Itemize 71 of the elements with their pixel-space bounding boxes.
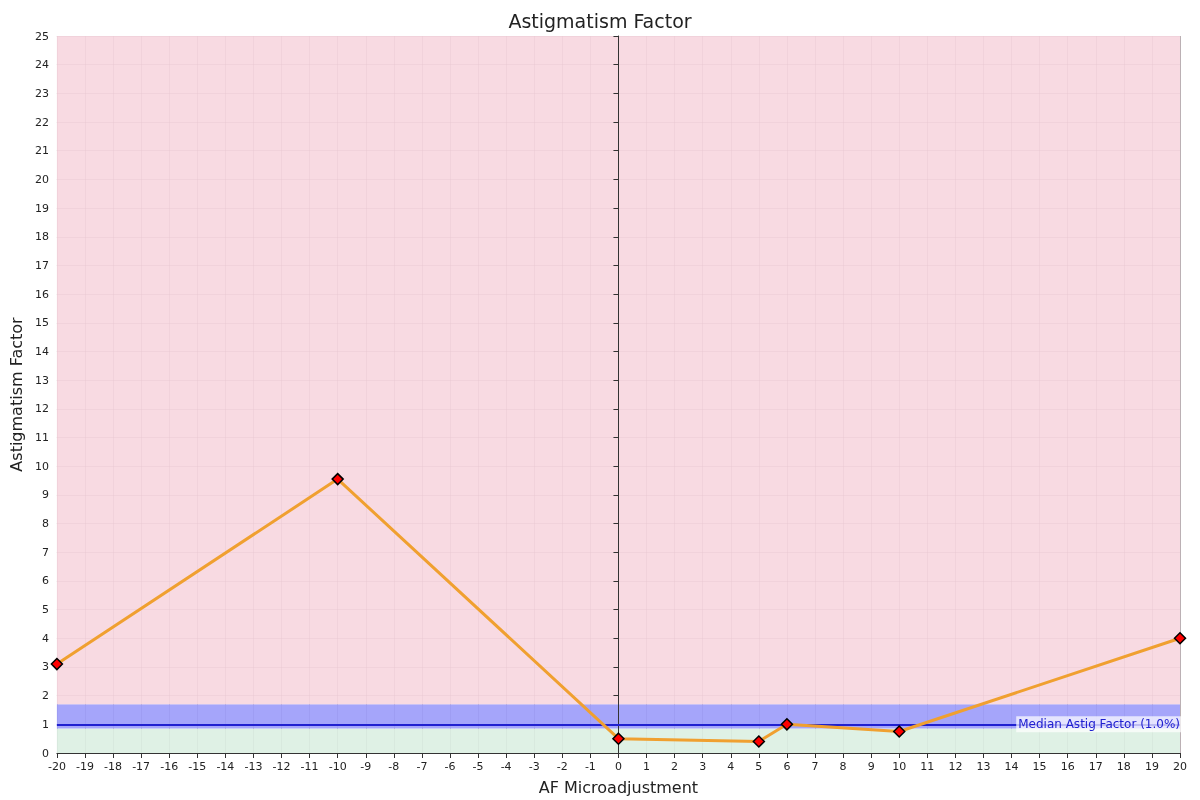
x-tick-label: -7 bbox=[416, 760, 428, 773]
x-tick-label: -13 bbox=[244, 760, 263, 773]
x-tick-label: -17 bbox=[132, 760, 151, 773]
x-tick-label: -8 bbox=[388, 760, 400, 773]
x-tick-label: 10 bbox=[892, 760, 907, 773]
chart-title: Astigmatism Factor bbox=[508, 9, 692, 32]
x-tick-label: 16 bbox=[1060, 760, 1075, 773]
y-tick-label: 0 bbox=[41, 746, 49, 760]
x-axis-title: AF Microadjustment bbox=[538, 777, 699, 797]
y-tick-label: 5 bbox=[41, 603, 49, 617]
y-tick-label: 20 bbox=[34, 172, 49, 186]
x-tick-label: -3 bbox=[528, 760, 540, 773]
x-tick-label: -18 bbox=[104, 760, 123, 773]
x-tick-label: 15 bbox=[1032, 760, 1047, 773]
ref-line-label: Median Astig Factor (1.0%) bbox=[1018, 717, 1180, 732]
y-tick-label: 19 bbox=[34, 201, 49, 215]
x-tick-label: -5 bbox=[472, 760, 484, 773]
x-tick-label: 17 bbox=[1088, 760, 1103, 773]
y-tick-label: 6 bbox=[41, 574, 49, 588]
x-tick-label: 2 bbox=[671, 760, 679, 773]
y-tick-label: 11 bbox=[34, 431, 49, 445]
x-tick-label: 5 bbox=[755, 760, 763, 773]
y-tick-label: 24 bbox=[34, 58, 49, 72]
x-tick-label: -4 bbox=[500, 760, 512, 773]
x-tick-label: 4 bbox=[727, 760, 735, 773]
x-tick-label: -10 bbox=[328, 760, 347, 773]
y-tick-label: 8 bbox=[41, 517, 49, 531]
x-tick-label: 19 bbox=[1144, 760, 1159, 773]
y-tick-label: 16 bbox=[34, 287, 49, 301]
y-axis-title: Astigmatism Factor bbox=[6, 316, 26, 472]
y-tick-label: 25 bbox=[34, 29, 49, 43]
y-tick-label: 10 bbox=[34, 459, 49, 473]
x-tick-label: -1 bbox=[584, 760, 596, 773]
y-tick-label: 9 bbox=[41, 488, 49, 502]
x-tick-label: 11 bbox=[920, 760, 935, 773]
x-tick-label: 20 bbox=[1173, 760, 1187, 773]
x-tick-label: 6 bbox=[783, 760, 791, 773]
y-tick-label: 18 bbox=[34, 230, 49, 244]
x-tick-label: 7 bbox=[811, 760, 819, 773]
y-tick-label: 13 bbox=[34, 373, 49, 387]
x-tick-label: -6 bbox=[444, 760, 456, 773]
y-tick-label: 15 bbox=[34, 316, 49, 330]
x-tick-label: 3 bbox=[699, 760, 707, 773]
x-tick-label: -11 bbox=[300, 760, 319, 773]
x-tick-label: -2 bbox=[556, 760, 568, 773]
x-tick-label: -15 bbox=[188, 760, 207, 773]
x-tick-label: 9 bbox=[867, 760, 875, 773]
x-tick-label: -9 bbox=[360, 760, 372, 773]
y-tick-label: 22 bbox=[34, 115, 49, 129]
y-tick-label: 12 bbox=[34, 402, 49, 416]
x-tick-label: 14 bbox=[1004, 760, 1019, 773]
x-tick-label: -14 bbox=[216, 760, 235, 773]
x-tick-label: 12 bbox=[948, 760, 963, 773]
x-tick-label: 13 bbox=[976, 760, 991, 773]
x-tick-label: -19 bbox=[75, 760, 94, 773]
y-tick-label: 14 bbox=[34, 344, 49, 358]
y-tick-label: 3 bbox=[41, 660, 49, 674]
y-tick-label: 1 bbox=[41, 717, 49, 731]
x-tick-label: -20 bbox=[47, 760, 66, 773]
x-tick-label: 18 bbox=[1116, 760, 1131, 773]
x-tick-label: 8 bbox=[839, 760, 847, 773]
y-tick-label: 7 bbox=[41, 545, 49, 559]
x-tick-label: -12 bbox=[272, 760, 291, 773]
y-tick-label: 2 bbox=[41, 689, 49, 703]
x-tick-label: -16 bbox=[160, 760, 179, 773]
y-tick-label: 21 bbox=[34, 144, 49, 158]
x-tick-label: 0 bbox=[614, 760, 622, 773]
y-tick-label: 23 bbox=[34, 86, 49, 100]
y-tick-label: 17 bbox=[34, 258, 49, 272]
x-tick-label: 1 bbox=[643, 760, 651, 773]
y-tick-label: 4 bbox=[41, 631, 49, 645]
